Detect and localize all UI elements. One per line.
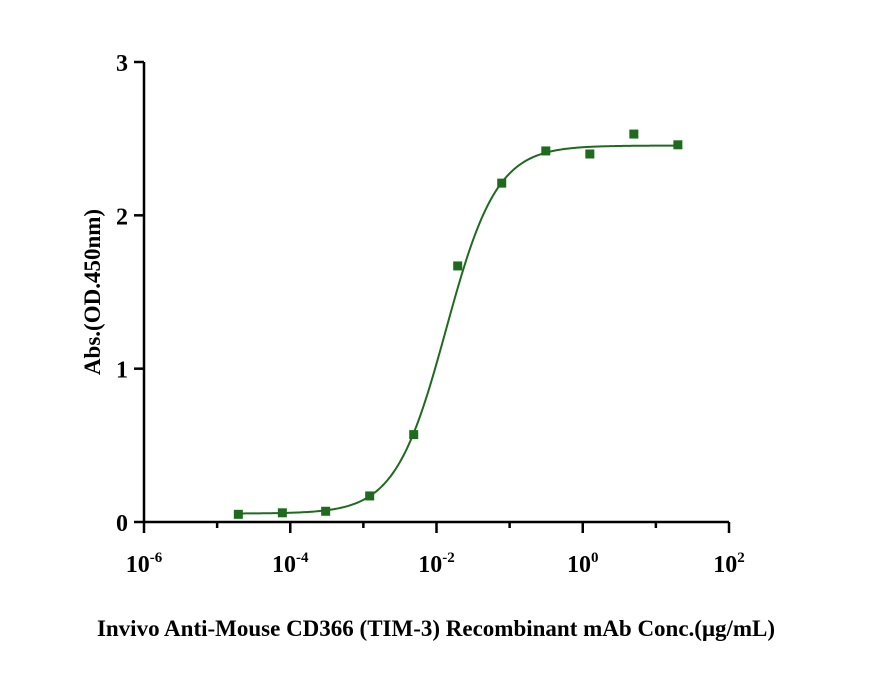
data-point [673, 140, 683, 150]
x-tick-label: 102 [713, 550, 745, 578]
data-point [541, 146, 551, 156]
data-point [277, 508, 287, 518]
data-point [233, 509, 243, 519]
data-point [365, 491, 375, 501]
data-point [321, 506, 331, 516]
y-tick-label: 0 [116, 511, 128, 537]
x-tick-label: 10-2 [418, 550, 455, 578]
data-points [233, 129, 683, 519]
y-tick-label: 1 [116, 358, 128, 384]
x-tick-label: 10-6 [126, 550, 163, 578]
fit-curve [238, 144, 678, 515]
x-ticks: 10-6 10-4 10-2 100 102 [126, 522, 745, 578]
data-point [585, 149, 595, 159]
y-ticks: 0 1 2 3 [116, 51, 144, 537]
x-tick-label: 10-4 [272, 550, 309, 578]
y-tick-label: 3 [116, 51, 128, 77]
data-point [409, 430, 419, 440]
axes [142, 62, 729, 524]
y-axis-title: Abs.(OD.450nm) [80, 209, 105, 375]
data-point [497, 178, 507, 188]
x-axis-title: Invivo Anti-Mouse CD366 (TIM-3) Recombin… [97, 616, 775, 641]
y-tick-label: 2 [116, 204, 128, 230]
x-tick-label: 100 [567, 550, 599, 578]
data-point [453, 261, 463, 271]
data-point [629, 129, 639, 139]
